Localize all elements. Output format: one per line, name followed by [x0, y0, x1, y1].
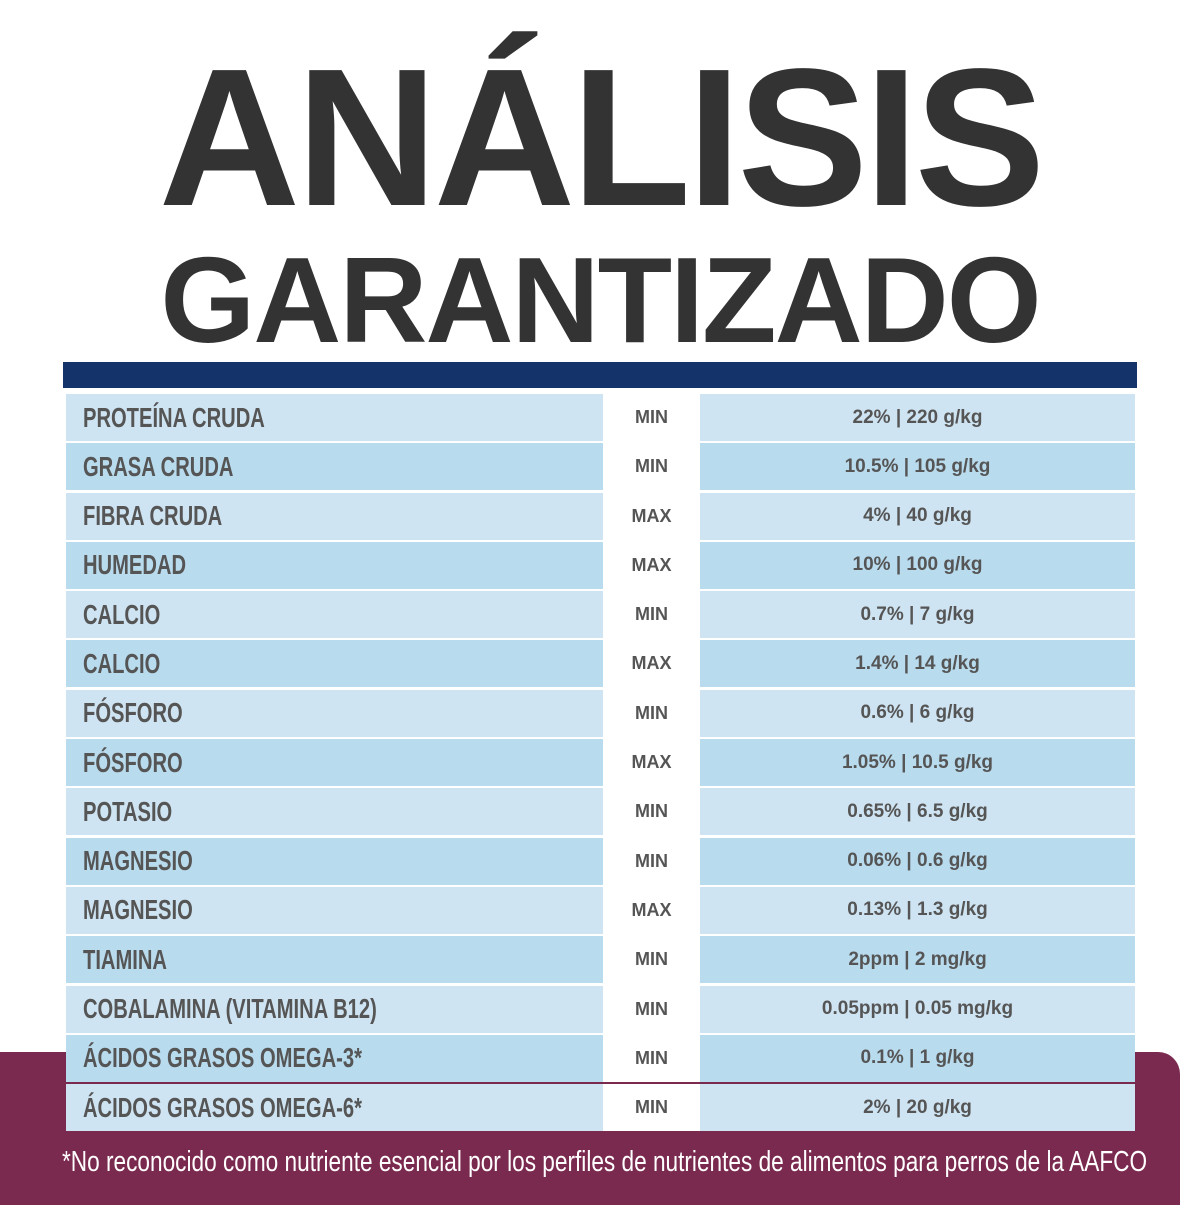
- nutrient-name: CALCIO: [83, 647, 161, 679]
- nutrient-cell: PROTEÍNA CRUDA: [66, 394, 603, 441]
- min-max-cell: MAX: [603, 640, 700, 688]
- value-cell: 0.7% | 7 g/kg: [700, 591, 1135, 639]
- value-cell: 0.1% | 1 g/kg: [700, 1034, 1135, 1082]
- value-cell: 2% | 20 g/kg: [700, 1084, 1135, 1132]
- nutrient-name: GRASA CRUDA: [83, 450, 234, 482]
- table-row: FÓSFORO MAX 1.05% | 10.5 g/kg: [66, 739, 1135, 787]
- nutrient-name: TIAMINA: [83, 943, 167, 975]
- table-row: FIBRA CRUDA MAX 4% | 40 g/kg: [66, 492, 1135, 540]
- value-cell: 0.06% | 0.6 g/kg: [700, 837, 1135, 885]
- nutrient-name: FÓSFORO: [83, 746, 183, 778]
- nutrient-table: PROTEÍNA CRUDA MIN 22% | 220 g/kg GRASA CRU…: [66, 394, 1135, 1133]
- nutrient-name: MAGNESIO: [83, 845, 193, 877]
- min-max-cell: MIN: [603, 788, 700, 836]
- nutrient-name: ÁCIDOS GRASOS OMEGA-6*: [83, 1091, 362, 1123]
- table-row: TIAMINA MIN 2ppm | 2 mg/kg: [66, 936, 1135, 984]
- nutrient-name: PROTEÍNA CRUDA: [83, 401, 265, 433]
- nutrient-cell: GRASA CRUDA: [66, 443, 603, 491]
- min-max-cell: MAX: [603, 886, 700, 934]
- min-max-cell: MIN: [603, 443, 700, 491]
- table-row: CALCIO MAX 1.4% | 14 g/kg: [66, 640, 1135, 688]
- table-row: ÁCIDOS GRASOS OMEGA-6* MIN 2% | 20 g/kg: [66, 1084, 1135, 1132]
- nutrient-name: FIBRA CRUDA: [83, 500, 223, 532]
- min-max-cell: MIN: [603, 837, 700, 885]
- min-max-cell: MIN: [603, 985, 700, 1033]
- nutrient-name: MAGNESIO: [83, 894, 193, 926]
- table-row: MAGNESIO MAX 0.13% | 1.3 g/kg: [66, 886, 1135, 934]
- nutrient-cell: HUMEDAD: [66, 541, 603, 589]
- nutrient-name: FÓSFORO: [83, 697, 183, 729]
- nutrient-name: POTASIO: [83, 795, 173, 827]
- nutrient-name: HUMEDAD: [83, 549, 187, 581]
- value-cell: 22% | 220 g/kg: [700, 394, 1135, 441]
- nutrient-cell: ÁCIDOS GRASOS OMEGA-3*: [66, 1034, 603, 1082]
- min-max-cell: MIN: [603, 1084, 700, 1132]
- table-row: ÁCIDOS GRASOS OMEGA-3* MIN 0.1% | 1 g/kg: [66, 1034, 1135, 1082]
- nutrient-cell: FÓSFORO: [66, 689, 603, 737]
- value-cell: 0.6% | 6 g/kg: [700, 689, 1135, 737]
- nutrient-cell: MAGNESIO: [66, 886, 603, 934]
- nutrient-name: CALCIO: [83, 598, 161, 630]
- value-cell: 0.13% | 1.3 g/kg: [700, 886, 1135, 934]
- value-cell: 10.5% | 105 g/kg: [700, 443, 1135, 491]
- page-subtitle: GARANTIZADO: [160, 232, 1041, 368]
- min-max-cell: MIN: [603, 394, 700, 441]
- table-row: COBALAMINA (VITAMINA B12) MIN 0.05ppm | 0.…: [66, 985, 1135, 1033]
- table-row: GRASA CRUDA MIN 10.5% | 105 g/kg: [66, 443, 1135, 491]
- nutrient-cell: COBALAMINA (VITAMINA B12): [66, 985, 603, 1033]
- nutrient-cell: FÓSFORO: [66, 739, 603, 787]
- table-row: FÓSFORO MIN 0.6% | 6 g/kg: [66, 689, 1135, 737]
- min-max-cell: MIN: [603, 936, 700, 984]
- table-row: HUMEDAD MAX 10% | 100 g/kg: [66, 541, 1135, 589]
- min-max-cell: MIN: [603, 689, 700, 737]
- nutrient-cell: CALCIO: [66, 591, 603, 639]
- min-max-cell: MIN: [603, 591, 700, 639]
- nutrient-cell: ÁCIDOS GRASOS OMEGA-6*: [66, 1084, 603, 1132]
- min-max-cell: MAX: [603, 492, 700, 540]
- nutrient-cell: CALCIO: [66, 640, 603, 688]
- value-cell: 0.65% | 6.5 g/kg: [700, 788, 1135, 836]
- min-max-cell: MIN: [603, 1034, 700, 1082]
- nutrient-name: ÁCIDOS GRASOS OMEGA-3*: [83, 1042, 362, 1074]
- min-max-cell: MAX: [603, 739, 700, 787]
- value-cell: 4% | 40 g/kg: [700, 492, 1135, 540]
- min-max-cell: MAX: [603, 541, 700, 589]
- table-row: POTASIO MIN 0.65% | 6.5 g/kg: [66, 788, 1135, 836]
- nutrient-cell: FIBRA CRUDA: [66, 492, 603, 540]
- table-header-bar: [63, 362, 1137, 388]
- value-cell: 10% | 100 g/kg: [700, 541, 1135, 589]
- page-title: ANÁLISIS: [158, 28, 1046, 247]
- table-row: CALCIO MIN 0.7% | 7 g/kg: [66, 591, 1135, 639]
- value-cell: 2ppm | 2 mg/kg: [700, 936, 1135, 984]
- value-cell: 1.4% | 14 g/kg: [700, 640, 1135, 688]
- nutrient-name: COBALAMINA (VITAMINA B12): [83, 993, 377, 1025]
- nutrient-cell: TIAMINA: [66, 936, 603, 984]
- table-row: PROTEÍNA CRUDA MIN 22% | 220 g/kg: [66, 394, 1135, 441]
- nutrient-cell: MAGNESIO: [66, 837, 603, 885]
- footnote: *No reconocido como nutriente esencial p…: [62, 1146, 1148, 1178]
- value-cell: 0.05ppm | 0.05 mg/kg: [700, 985, 1135, 1033]
- table-row: MAGNESIO MIN 0.06% | 0.6 g/kg: [66, 837, 1135, 885]
- nutrient-cell: POTASIO: [66, 788, 603, 836]
- value-cell: 1.05% | 10.5 g/kg: [700, 739, 1135, 787]
